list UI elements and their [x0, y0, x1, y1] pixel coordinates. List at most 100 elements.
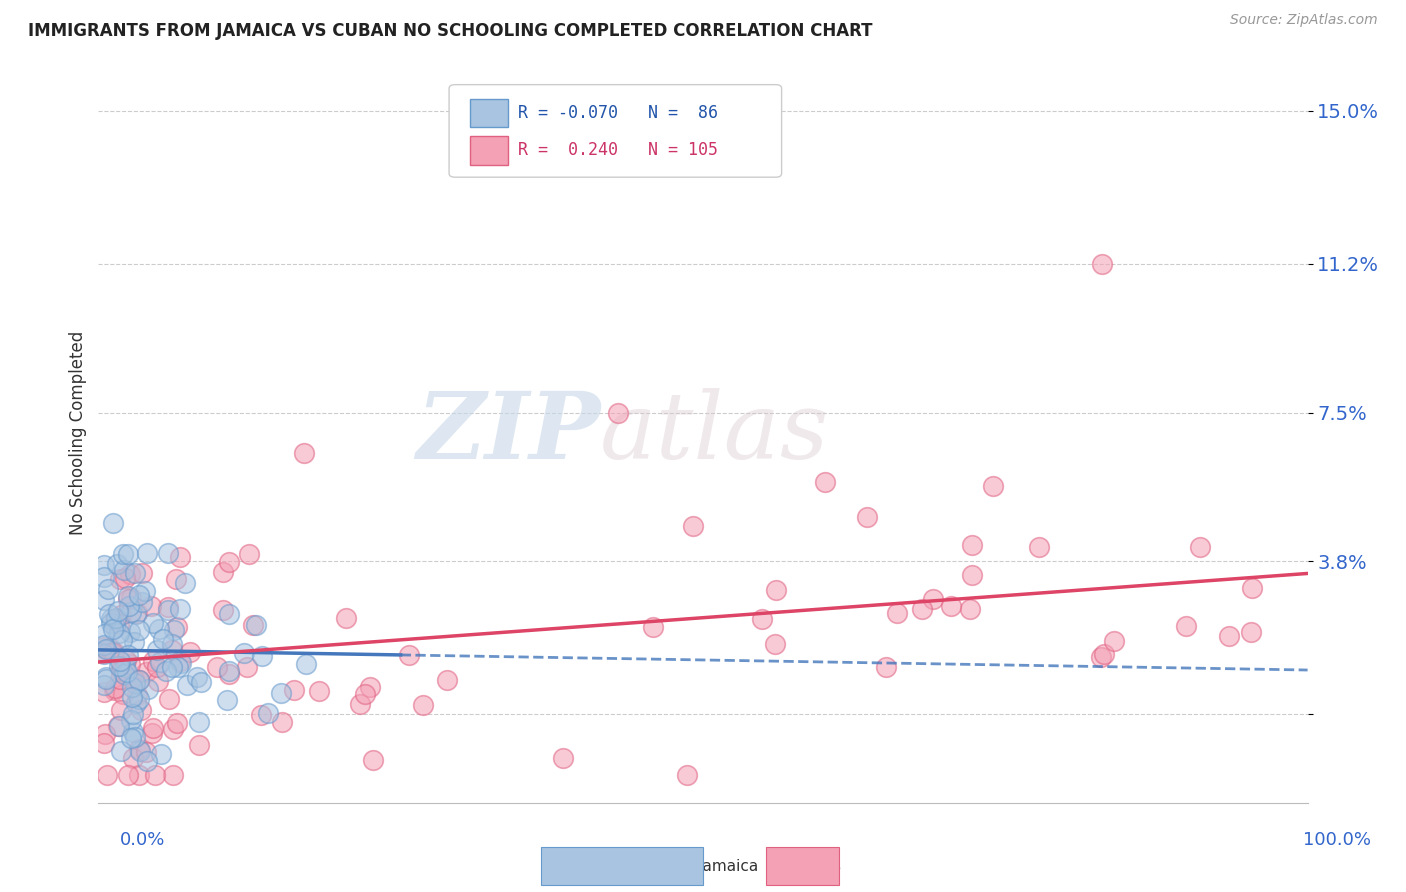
Point: [98, 607, 121, 622]
Point: [436, 673, 458, 688]
Point: [149, 655, 172, 669]
Text: IMMIGRANTS FROM JAMAICA VS CUBAN NO SCHOOLING COMPLETED CORRELATION CHART: IMMIGRANTS FROM JAMAICA VS CUBAN NO SCHO…: [28, 22, 873, 40]
Point: [218, 665, 240, 679]
Point: [142, 654, 165, 668]
Point: [124, 566, 146, 581]
Point: [354, 687, 377, 701]
Point: [125, 696, 148, 710]
FancyBboxPatch shape: [470, 136, 509, 165]
Point: [245, 617, 267, 632]
Text: 100.0%: 100.0%: [1303, 831, 1371, 849]
Point: [1090, 649, 1112, 664]
Point: [120, 591, 142, 605]
Point: [163, 623, 186, 637]
Point: [112, 563, 135, 577]
Point: [551, 751, 574, 765]
Point: [875, 659, 897, 673]
Point: [93, 592, 115, 607]
Text: R =  0.240   N = 105: R = 0.240 N = 105: [517, 141, 718, 159]
Text: atlas: atlas: [600, 388, 830, 477]
Point: [111, 632, 134, 647]
Point: [110, 744, 132, 758]
Point: [122, 672, 145, 686]
Point: [100, 612, 122, 626]
Point: [107, 719, 129, 733]
Point: [96, 767, 118, 781]
Point: [128, 673, 150, 687]
Point: [110, 662, 132, 676]
Point: [1189, 540, 1212, 554]
Point: [105, 557, 128, 571]
Point: [233, 646, 256, 660]
Point: [1092, 647, 1115, 661]
Point: [101, 622, 124, 636]
Point: [120, 731, 142, 745]
Point: [186, 670, 208, 684]
Point: [138, 681, 160, 696]
Point: [128, 623, 150, 637]
Point: [104, 681, 127, 695]
Point: [211, 603, 233, 617]
Text: Source: ZipAtlas.com: Source: ZipAtlas.com: [1230, 13, 1378, 28]
Point: [142, 616, 165, 631]
Point: [117, 547, 139, 561]
Point: [295, 657, 318, 672]
Point: [122, 634, 145, 648]
Point: [120, 605, 142, 619]
Point: [160, 660, 183, 674]
Point: [170, 657, 193, 671]
Point: [124, 675, 146, 690]
Point: [242, 618, 264, 632]
Point: [155, 665, 177, 679]
Point: [1174, 619, 1197, 633]
Point: [122, 751, 145, 765]
Point: [146, 674, 169, 689]
Point: [169, 601, 191, 615]
Point: [160, 643, 183, 657]
Point: [359, 680, 381, 694]
Point: [103, 646, 125, 660]
Point: [146, 660, 169, 674]
Point: [212, 566, 235, 580]
Point: [118, 657, 141, 671]
Point: [107, 604, 129, 618]
Point: [117, 648, 139, 662]
Point: [117, 592, 139, 607]
Point: [128, 673, 150, 687]
Point: [121, 690, 143, 704]
Point: [763, 637, 786, 651]
Point: [398, 648, 420, 662]
Point: [939, 599, 962, 613]
Point: [157, 691, 180, 706]
Point: [94, 727, 117, 741]
Point: [104, 620, 127, 634]
Point: [205, 660, 228, 674]
Point: [188, 738, 211, 752]
Point: [107, 658, 129, 673]
Point: [962, 568, 984, 582]
Point: [292, 446, 315, 460]
Point: [98, 641, 121, 656]
Point: [607, 405, 630, 419]
Point: [93, 570, 115, 584]
Point: [93, 558, 115, 573]
Point: [103, 682, 125, 697]
Point: [169, 549, 191, 564]
Point: [136, 754, 159, 768]
Point: [121, 680, 143, 694]
Point: [100, 615, 122, 630]
Point: [167, 660, 190, 674]
Point: [125, 607, 148, 621]
Point: [108, 654, 131, 668]
Point: [120, 713, 142, 727]
Point: [270, 686, 292, 700]
Point: [108, 617, 131, 632]
Point: [1218, 629, 1240, 643]
Point: [128, 767, 150, 781]
Point: [93, 638, 115, 652]
Point: [361, 753, 384, 767]
Point: [176, 678, 198, 692]
FancyBboxPatch shape: [449, 85, 782, 178]
Point: [105, 611, 128, 625]
Point: [125, 688, 148, 702]
